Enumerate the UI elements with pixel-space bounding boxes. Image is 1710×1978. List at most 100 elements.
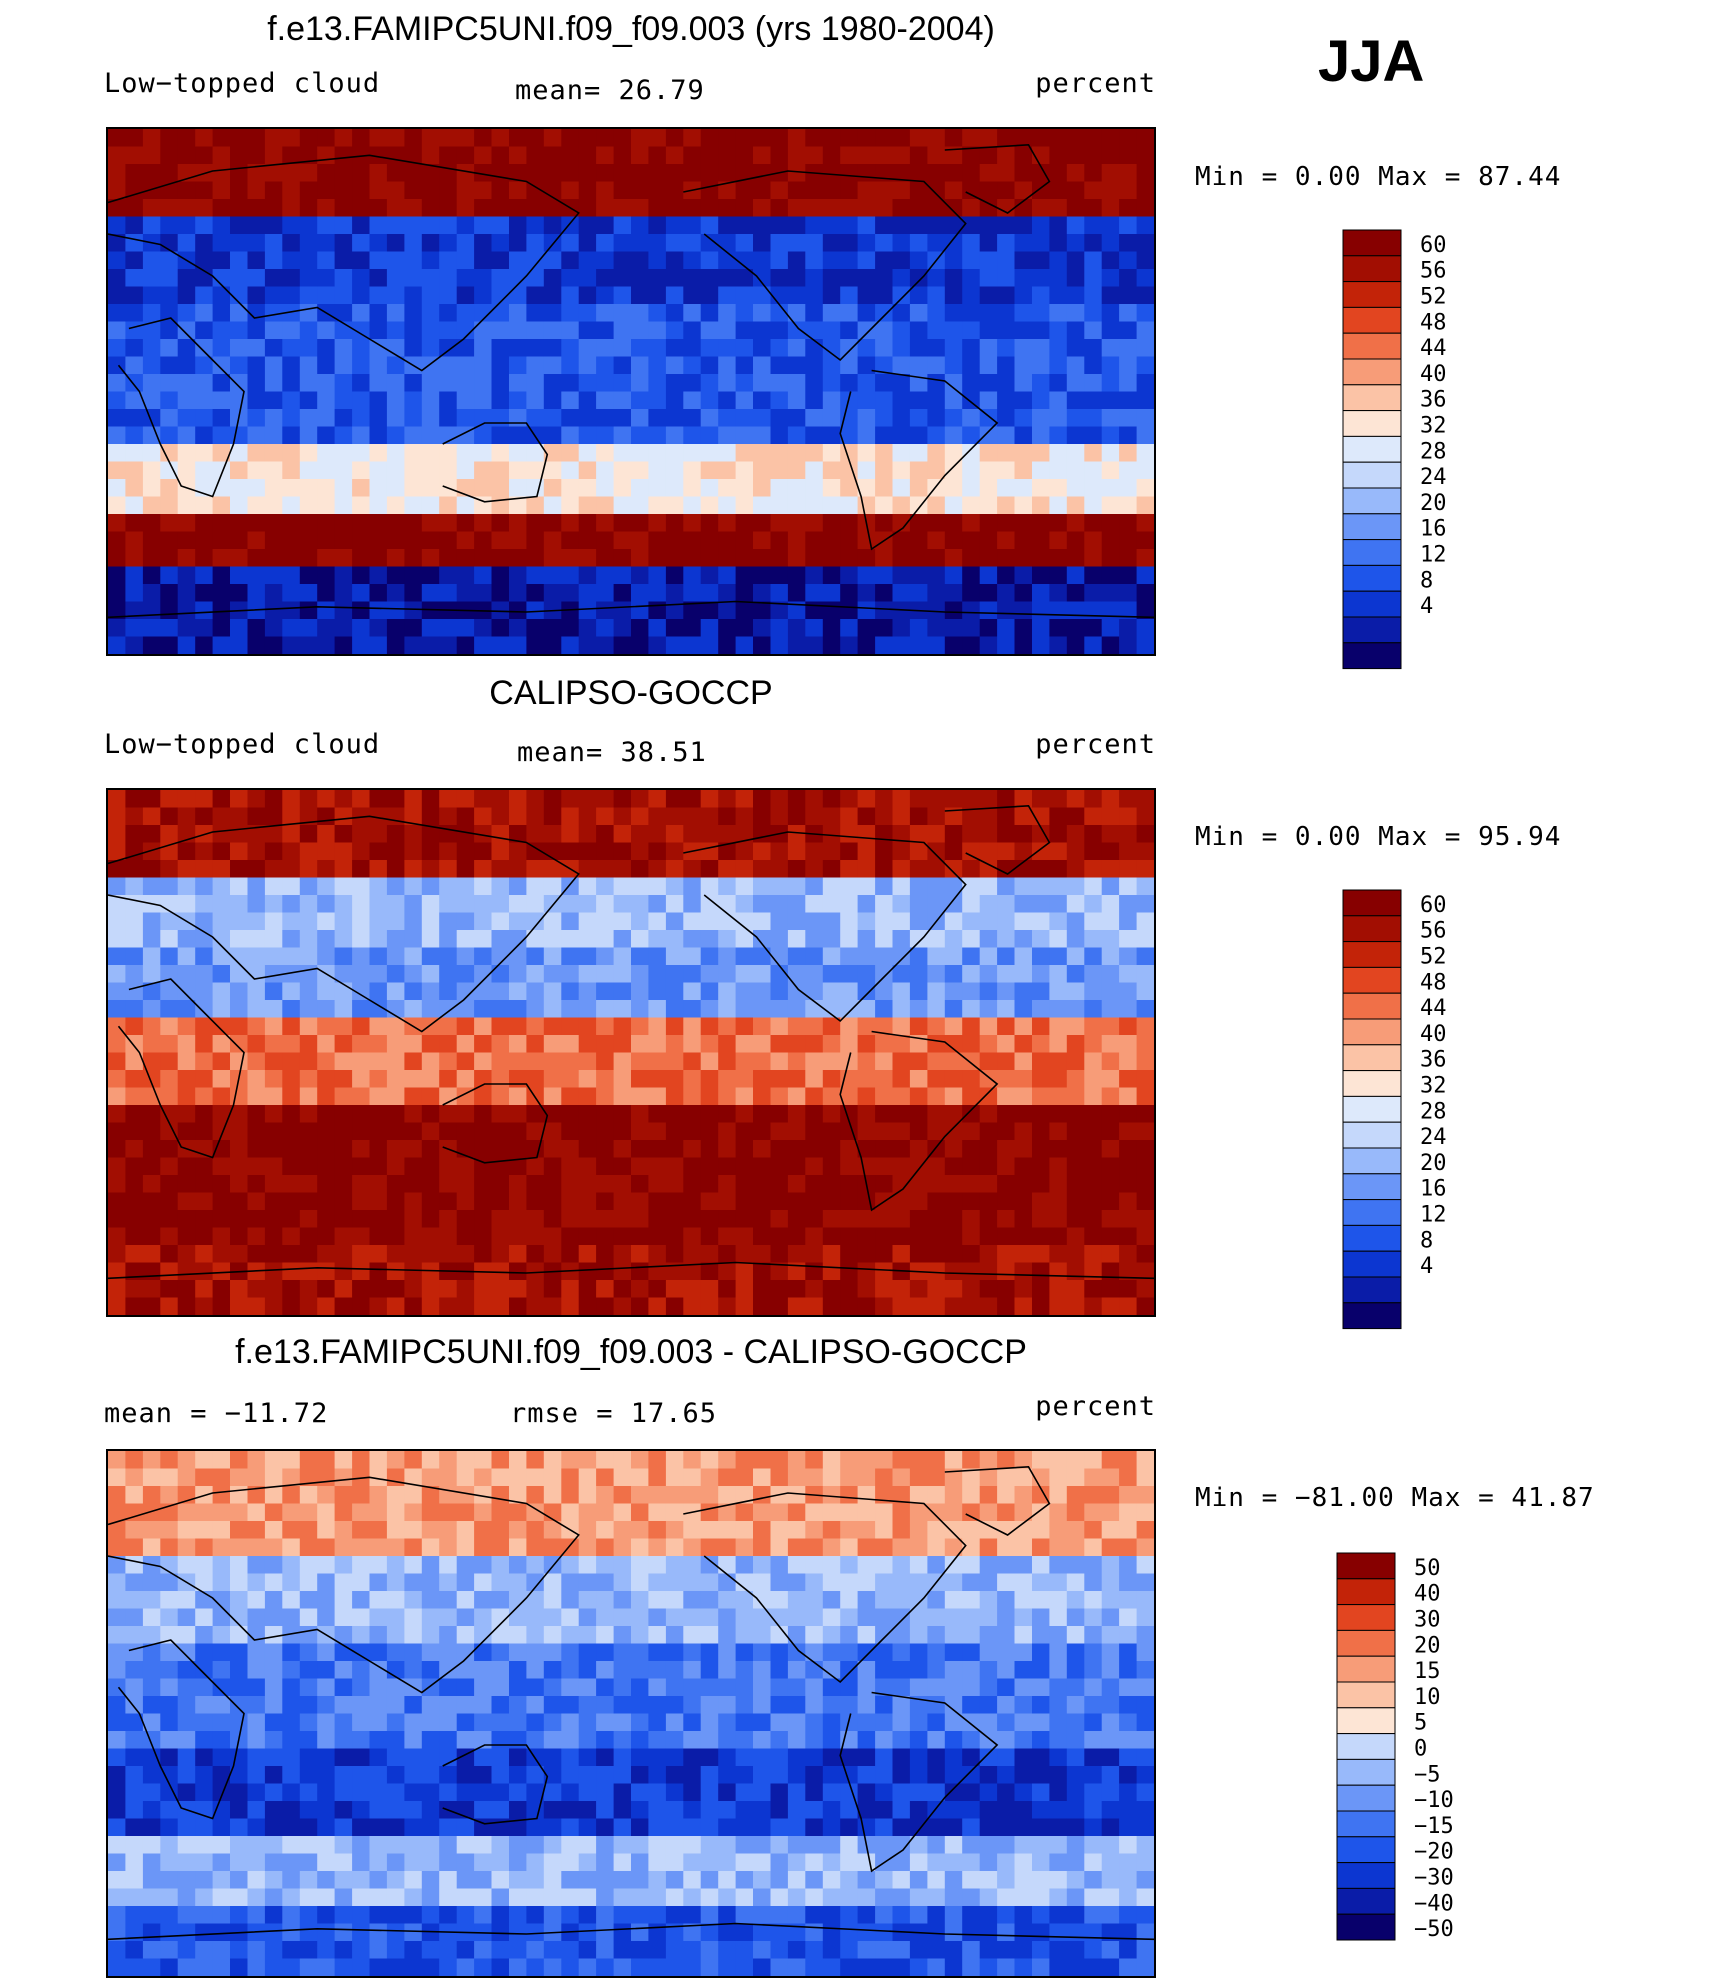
field-cell [683, 1661, 702, 1680]
field-cell [840, 1521, 859, 1540]
field-cell [735, 1227, 754, 1246]
field-cell [613, 1783, 632, 1802]
field-cell [142, 1486, 161, 1505]
field-cell [909, 636, 928, 654]
field-cell [962, 825, 981, 844]
field-cell [840, 1157, 859, 1176]
field-cell [160, 584, 179, 603]
field-cell [369, 1748, 388, 1767]
field-cell [979, 1626, 998, 1645]
field-cell [299, 531, 318, 550]
field-cell [421, 286, 440, 305]
field-cell [1032, 1262, 1050, 1281]
field-cell [857, 825, 876, 844]
field-cell [474, 269, 493, 288]
field-cell [491, 1052, 510, 1071]
field-cell [1049, 1070, 1068, 1089]
field-cell [352, 1591, 371, 1610]
field-cell [1049, 391, 1068, 410]
field-cell [735, 790, 754, 809]
field-cell [299, 1140, 318, 1159]
field-cell [718, 877, 737, 896]
field-cell [404, 930, 423, 949]
field-cell [683, 601, 702, 620]
field-cell [979, 339, 998, 358]
field-cell [474, 1696, 493, 1715]
field-cell [108, 1245, 126, 1264]
field-cell [596, 877, 615, 896]
field-cell [944, 825, 963, 844]
field-cell [1136, 1626, 1154, 1645]
field-cell [195, 965, 214, 984]
field-cell [439, 860, 458, 879]
field-cell [264, 426, 283, 445]
field-cell [753, 1000, 771, 1019]
field-cell [142, 461, 161, 480]
field-cell [386, 496, 405, 515]
field-cell [1084, 426, 1103, 445]
field-cell [230, 146, 248, 165]
field-cell [421, 790, 440, 809]
field-cell [509, 1608, 527, 1627]
field-cell [822, 877, 841, 896]
field-cell [1119, 1000, 1138, 1019]
field-cell [543, 269, 562, 288]
field-cell [944, 479, 963, 498]
field-cell [683, 164, 702, 183]
field-cell [125, 1140, 144, 1159]
field-cell [735, 514, 754, 533]
field-cell [212, 1521, 231, 1540]
field-cell [1066, 1801, 1085, 1820]
field-cell [456, 1678, 475, 1697]
field-cell [299, 619, 318, 638]
field-cell [386, 199, 405, 218]
panel-1-colorbar: 60 56 52 48 44 40 36 32 28 24 20 16 12 8 4 [1342, 229, 1502, 677]
field-cell [927, 1748, 946, 1767]
field-cell [177, 1017, 196, 1036]
field-cell [1119, 1521, 1138, 1540]
field-cell [195, 146, 214, 165]
field-cell [1084, 251, 1103, 270]
field-cell [439, 1297, 458, 1315]
field-cell [596, 356, 615, 375]
field-cell [1049, 601, 1068, 620]
field-cell [1119, 807, 1138, 826]
field-cell [892, 1661, 911, 1680]
colorbar-swatch [1342, 1018, 1402, 1046]
field-cell [1014, 1227, 1033, 1246]
field-cell [404, 1538, 423, 1557]
field-cell [1136, 877, 1154, 896]
field-cell [543, 1070, 562, 1089]
field-cell [753, 1801, 771, 1820]
field-cell [770, 1087, 789, 1106]
field-cell [142, 321, 161, 340]
field-cell [125, 1245, 144, 1264]
field-cell [1066, 304, 1085, 323]
field-cell [264, 947, 283, 966]
field-cell [596, 181, 615, 200]
field-cell [1084, 321, 1103, 340]
field-cell [857, 1486, 876, 1505]
field-cell [439, 1105, 458, 1124]
field-cell [648, 269, 667, 288]
field-cell [282, 1748, 301, 1767]
field-cell [421, 584, 440, 603]
field-cell [160, 1591, 179, 1610]
field-cell [944, 181, 963, 200]
field-cell [386, 1280, 405, 1299]
field-cell [474, 216, 493, 235]
field-cell [543, 1105, 562, 1124]
field-cell [1066, 842, 1085, 861]
field-cell [404, 181, 423, 200]
field-cell [439, 1503, 458, 1522]
field-cell [160, 1538, 179, 1557]
field-cell [509, 825, 527, 844]
field-cell [875, 514, 894, 533]
field-cell [386, 514, 405, 533]
field-cell [282, 1140, 301, 1159]
field-cell [456, 1486, 475, 1505]
field-cell [596, 164, 615, 183]
field-cell [735, 1783, 754, 1802]
field-cell [1101, 1262, 1120, 1281]
field-cell [578, 1713, 597, 1732]
